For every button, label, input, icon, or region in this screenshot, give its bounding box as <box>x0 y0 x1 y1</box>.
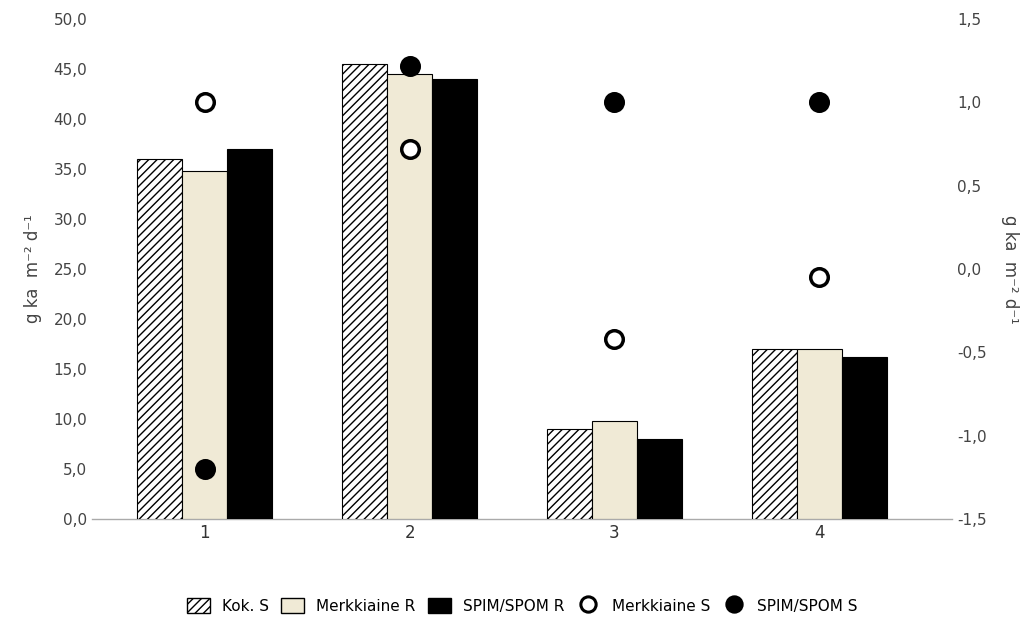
Point <box>606 97 623 108</box>
Bar <box>342 64 387 519</box>
Bar <box>387 74 432 519</box>
Point <box>401 144 418 154</box>
Bar <box>637 439 682 519</box>
Point <box>197 97 213 108</box>
Y-axis label: g ka  m⁻² d⁻¹: g ka m⁻² d⁻¹ <box>1000 215 1019 323</box>
Legend: Kok. S, Merkkiaine R, SPIM/SPOM R, Merkkiaine S, SPIM/SPOM S: Kok. S, Merkkiaine R, SPIM/SPOM R, Merkk… <box>179 590 865 622</box>
Bar <box>432 79 477 519</box>
Y-axis label: g ka  m⁻² d⁻¹: g ka m⁻² d⁻¹ <box>25 215 42 323</box>
Bar <box>137 159 182 519</box>
Bar <box>842 357 887 519</box>
Bar <box>227 149 272 519</box>
Point <box>811 272 827 282</box>
Bar <box>182 171 227 519</box>
Point <box>197 464 213 474</box>
Bar <box>752 349 797 519</box>
Bar <box>592 421 637 519</box>
Point <box>606 334 623 344</box>
Point <box>811 97 827 108</box>
Bar <box>547 429 592 519</box>
Point <box>401 61 418 71</box>
Bar <box>797 349 842 519</box>
